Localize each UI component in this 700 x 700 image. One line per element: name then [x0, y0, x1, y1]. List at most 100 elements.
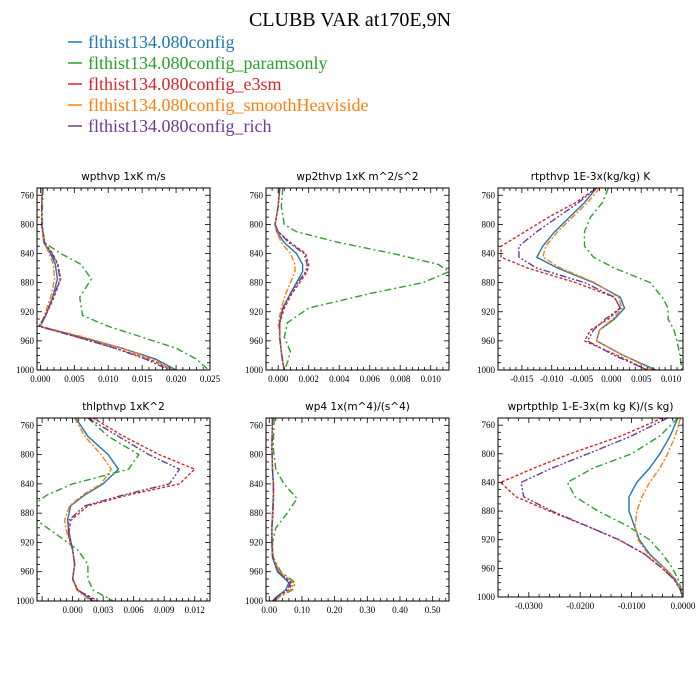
y-tick-label: 840 — [482, 249, 496, 259]
x-tick-label: 0.004 — [329, 374, 350, 384]
series-line-3 — [67, 418, 196, 601]
x-tick-label: 0.000 — [30, 374, 51, 384]
panel-6: wprtpthlp 1-E-3x(m kg K)/(s kg) 760 800 840… — [477, 401, 696, 611]
series-group — [271, 418, 298, 601]
x-tick-label: 0.40 — [392, 605, 408, 615]
legend-label-2: flthist134.080config_paramsonly — [88, 53, 327, 73]
x-tick-label: 0.005 — [64, 374, 85, 384]
y-tick-label: 880 — [250, 508, 264, 518]
y-tick-label: 760 — [21, 420, 35, 430]
x-tick-label: 0.015 — [132, 374, 153, 384]
legend-entry-2: flthist134.080config_paramsonly — [68, 53, 327, 73]
y-tick-label: 1000 — [477, 592, 496, 602]
series-line-3 — [500, 188, 648, 370]
y-tick-label: 880 — [21, 278, 35, 288]
series-line-5 — [271, 418, 292, 601]
x-tick-label: -0.0200 — [566, 601, 594, 611]
x-tick-label: 0.012 — [185, 605, 205, 615]
x-tick-label: 0.0000 — [671, 601, 696, 611]
x-tick-label: -0.010 — [540, 374, 564, 384]
y-tick-label: 920 — [482, 307, 496, 317]
plot-frame — [497, 187, 684, 371]
figure-title: CLUBB VAR at170E,9N — [249, 9, 451, 31]
panel-5: wp4 1x(m^4)/(s^4)76080084088092096010000… — [245, 401, 450, 615]
x-tick-label: 0.00 — [261, 605, 277, 615]
panel-title: thlpthvp 1xK^2 — [82, 401, 165, 413]
x-tick-label: 0.003 — [93, 605, 114, 615]
y-tick-label: 1000 — [477, 365, 496, 375]
legend-entry-4: flthist134.080config_smoothHeaviside — [68, 95, 368, 115]
series-line-4 — [634, 418, 683, 597]
series-line-1 — [536, 188, 657, 370]
y-tick-label: 960 — [21, 336, 35, 346]
y-tick-label: 920 — [250, 537, 264, 547]
y-tick-label: 800 — [21, 219, 35, 229]
series-line-2 — [37, 418, 140, 601]
panel-3: rtpthvp 1E-3x(kg/kg) K 760 800 840 880 920 960… — [477, 171, 684, 384]
y-tick-label: 800 — [21, 450, 35, 460]
y-tick-label: 760 — [482, 190, 496, 200]
x-tick-label: 0.50 — [425, 605, 441, 615]
x-tick-label: 0.10 — [294, 605, 310, 615]
x-tick-label: 0.006 — [124, 605, 145, 615]
series-line-5 — [67, 418, 181, 601]
series-group — [500, 188, 683, 370]
legend-label-1: flthist134.080config — [88, 32, 235, 52]
legend-entry-3: flthist134.080config_e3sm — [68, 74, 281, 94]
series-line-4 — [274, 188, 296, 370]
y-tick-label: 880 — [21, 508, 35, 518]
panel-title: wpthvp 1xK m/s — [81, 171, 166, 183]
x-tick-label: 0.010 — [661, 374, 682, 384]
series-line-5 — [38, 188, 170, 370]
panel-title: wp4 1x(m^4)/(s^4) — [305, 401, 410, 413]
legend: flthist134.080config flthist134.080confi… — [68, 32, 368, 136]
series-line-4 — [542, 188, 654, 370]
y-tick-label: 1000 — [245, 596, 264, 606]
y-tick-label: 840 — [482, 477, 496, 487]
legend-label-4: flthist134.080config_smoothHeaviside — [88, 95, 368, 115]
series-line-3 — [38, 188, 173, 370]
y-tick-label: 840 — [21, 249, 35, 259]
series-line-5 — [518, 188, 648, 370]
x-tick-label: 0.010 — [421, 374, 442, 384]
legend-entry-1: flthist134.080config — [68, 32, 235, 52]
y-tick-label: 960 — [482, 563, 496, 573]
x-tick-label: -0.015 — [510, 374, 534, 384]
series-line-1 — [274, 188, 304, 370]
series-line-2 — [41, 188, 210, 370]
series-group — [274, 188, 449, 370]
series-line-2 — [271, 418, 298, 601]
y-tick-label: 880 — [482, 506, 496, 516]
series-line-2 — [583, 188, 683, 370]
y-tick-label: 1000 — [16, 365, 35, 375]
y-tick-label: 920 — [482, 535, 496, 545]
x-tick-label: 0.006 — [360, 374, 381, 384]
y-tick-label: 1000 — [245, 365, 264, 375]
y-tick-label: 800 — [250, 219, 264, 229]
y-tick-label: 760 — [482, 420, 496, 430]
series-line-5 — [274, 188, 308, 370]
series-line-4 — [271, 418, 295, 601]
panel-1: wpthvp 1xK m/s76080084088092096010000.00… — [16, 171, 221, 384]
series-group — [37, 418, 196, 601]
legend-label-5: flthist134.080config_rich — [88, 116, 271, 136]
x-tick-label: 0.020 — [166, 374, 187, 384]
x-tick-label: 0.008 — [390, 374, 411, 384]
x-tick-label: 0.30 — [359, 605, 375, 615]
series-group — [38, 188, 210, 370]
panel-2: wp2thvp 1xK m^2/s^2 760 800 840 880 920 960 100… — [245, 171, 450, 384]
plot-frame — [265, 417, 450, 602]
x-tick-label: 0.009 — [154, 605, 175, 615]
plot-frame — [265, 187, 450, 371]
series-group — [499, 418, 683, 597]
y-tick-label: 760 — [21, 190, 35, 200]
y-tick-label: 920 — [21, 307, 35, 317]
legend-label-3: flthist134.080config_e3sm — [88, 74, 281, 94]
plot-frame — [497, 417, 684, 598]
panel-title: rtpthvp 1E-3x(kg/kg) K — [531, 171, 652, 183]
panels: wpthvp 1xK m/s76080084088092096010000.00… — [16, 171, 696, 615]
y-tick-label: 840 — [250, 249, 264, 259]
y-tick-label: 960 — [250, 567, 264, 577]
y-tick-label: 1000 — [16, 596, 35, 606]
